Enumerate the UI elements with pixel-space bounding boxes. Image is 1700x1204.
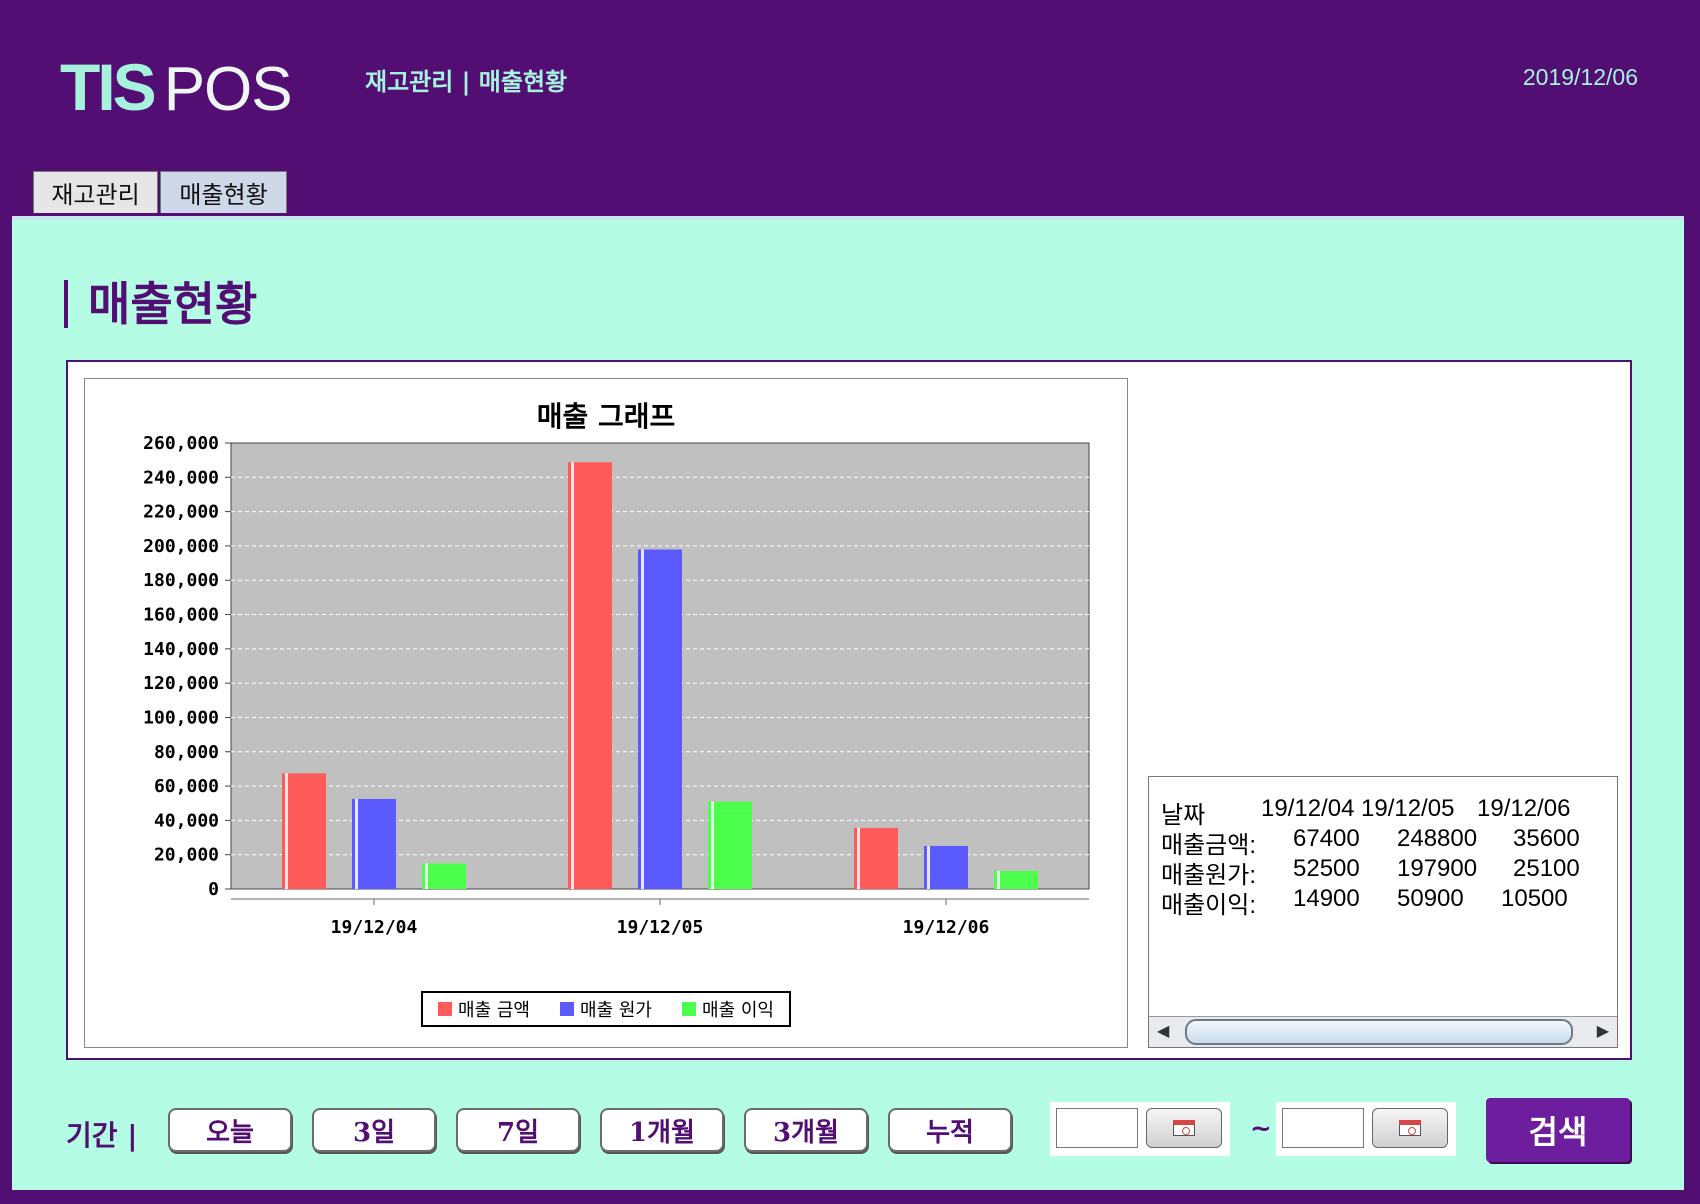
legend-label-cost: 매출 원가	[580, 1000, 652, 1021]
bar	[568, 462, 612, 889]
tab-sales[interactable]: 매출현황	[160, 171, 287, 213]
calendar-icon	[1399, 1120, 1421, 1136]
period-3days-button[interactable]: 3일	[312, 1108, 436, 1152]
search-button[interactable]: 검색	[1486, 1098, 1630, 1162]
title-bar	[64, 279, 68, 328]
legend-item: 매출 금액	[438, 996, 530, 1022]
legend-swatch-profit	[682, 1002, 697, 1016]
bar-highlight	[927, 845, 930, 889]
sales-table: 날짜 19/12/04 19/12/05 19/12/06 매출금액: 6740…	[1148, 776, 1618, 1048]
end-date-input[interactable]	[1282, 1108, 1364, 1148]
logo-pos: POS	[163, 55, 293, 124]
y-tick-label: 260,000	[143, 433, 219, 454]
bar	[854, 827, 898, 889]
tab-inventory[interactable]: 재고관리	[33, 171, 158, 213]
period-1month-button[interactable]: 1개월	[600, 1108, 724, 1152]
x-tick-label: 19/12/05	[617, 917, 704, 938]
y-tick-label: 60,000	[154, 776, 219, 797]
table-cell: 매출이익:	[1161, 892, 1256, 919]
bar	[422, 863, 466, 889]
legend-swatch-cost	[560, 1002, 575, 1016]
y-tick-label: 80,000	[154, 742, 219, 763]
bar-highlight	[997, 870, 1000, 889]
table-cell: 197900	[1397, 855, 1478, 882]
bar	[994, 870, 1038, 889]
x-tick-label: 19/12/04	[331, 917, 418, 938]
calendar-icon	[1173, 1120, 1195, 1136]
y-tick-label: 120,000	[143, 673, 219, 694]
scrollbar-thumb[interactable]	[1185, 1019, 1573, 1045]
table-cell: 매출원가:	[1161, 862, 1256, 889]
date-range-separator: ~	[1250, 1114, 1272, 1144]
y-tick-label: 240,000	[143, 467, 219, 488]
bar-highlight	[355, 798, 358, 889]
legend-label-sales: 매출 금액	[458, 1000, 530, 1021]
start-date-input[interactable]	[1056, 1108, 1138, 1148]
start-calendar-button[interactable]	[1146, 1108, 1222, 1148]
current-date: 2019/12/06	[1522, 64, 1638, 90]
period-controls: 기간 | 오늘 3일 7일 1개월 3개월 누적 ~ 검색	[12, 1086, 1684, 1166]
table-cell: 10500	[1501, 885, 1568, 912]
chart-panel: 매출 그래프 0 20,000 40,000 60,000 80,000 100,000 1…	[66, 360, 1632, 1060]
y-tick-label: 140,000	[143, 639, 219, 660]
y-tick-label: 180,000	[143, 570, 219, 591]
period-label: 기간 |	[66, 1119, 138, 1152]
end-calendar-button[interactable]	[1372, 1108, 1448, 1148]
table-cell: 35600	[1513, 825, 1580, 852]
scroll-left-icon[interactable]: ◀	[1157, 1021, 1170, 1040]
chart-title: 매출 그래프	[536, 400, 676, 433]
legend-item: 매출 원가	[560, 996, 652, 1022]
chart-frame: 매출 그래프 0 20,000 40,000 60,000 80,000 100,000 1…	[84, 378, 1128, 1048]
bar-highlight	[425, 863, 428, 889]
bar-highlight	[571, 462, 574, 889]
y-tick-label: 200,000	[143, 536, 219, 557]
bar-chart: 0 20,000 40,000 60,000 80,000 100,000 120,000 1…	[143, 433, 1090, 938]
y-tick-label: 220,000	[143, 502, 219, 523]
y-tick-label: 160,000	[143, 605, 219, 626]
bar	[924, 845, 968, 889]
bar	[708, 801, 752, 889]
y-tick-label: 40,000	[154, 810, 219, 831]
bar	[638, 549, 682, 889]
bar	[282, 773, 326, 889]
table-cell: 매출금액:	[1161, 832, 1256, 859]
period-3months-button[interactable]: 3개월	[744, 1108, 868, 1152]
table-cell: 248800	[1397, 825, 1478, 852]
period-cumulative-button[interactable]: 누적	[888, 1108, 1012, 1152]
period-today-button[interactable]: 오늘	[168, 1108, 292, 1152]
horizontal-scrollbar[interactable]: ◀ ▶	[1149, 1016, 1617, 1047]
legend-label-profit: 매출 이익	[702, 1000, 774, 1021]
app-logo: TIS POS	[60, 50, 293, 124]
breadcrumb: 재고관리 | 매출현황	[365, 68, 568, 96]
table-header-cell: 19/12/06	[1477, 795, 1571, 822]
logo-tis: TIS	[60, 50, 157, 124]
period-7days-button[interactable]: 7일	[456, 1108, 580, 1152]
page-title-text: 매출현황	[88, 277, 258, 331]
table-cell: 14900	[1293, 885, 1360, 912]
content-area: 매출현황 매출 그래프 0 20,000 40,000 60,000 80,000 100…	[12, 216, 1684, 1190]
chart-legend: 매출 금액 매출 원가 매출 이익	[421, 991, 791, 1027]
table-cell: 67400	[1293, 825, 1360, 852]
y-tick-label: 100,000	[143, 707, 219, 728]
legend-item: 매출 이익	[682, 996, 774, 1022]
bar-highlight	[857, 827, 860, 889]
page-title: 매출현황	[64, 268, 257, 334]
legend-swatch-sales	[438, 1002, 453, 1016]
start-date-picker	[1050, 1102, 1230, 1156]
table-header-cell: 날짜	[1161, 802, 1206, 829]
bar-highlight	[711, 801, 714, 889]
table-header-cell: 19/12/05	[1361, 795, 1455, 822]
y-tick-label: 0	[208, 879, 219, 900]
table-cell: 25100	[1513, 855, 1580, 882]
bar-highlight	[641, 549, 644, 889]
end-date-picker	[1276, 1102, 1456, 1156]
table-cell: 52500	[1293, 855, 1360, 882]
scroll-right-icon[interactable]: ▶	[1596, 1021, 1609, 1040]
table-header-cell: 19/12/04	[1261, 795, 1355, 822]
table-cell: 50900	[1397, 885, 1464, 912]
bar	[352, 798, 396, 889]
x-tick-label: 19/12/06	[903, 917, 990, 938]
y-tick-label: 20,000	[154, 845, 219, 866]
bar-highlight	[285, 773, 288, 889]
